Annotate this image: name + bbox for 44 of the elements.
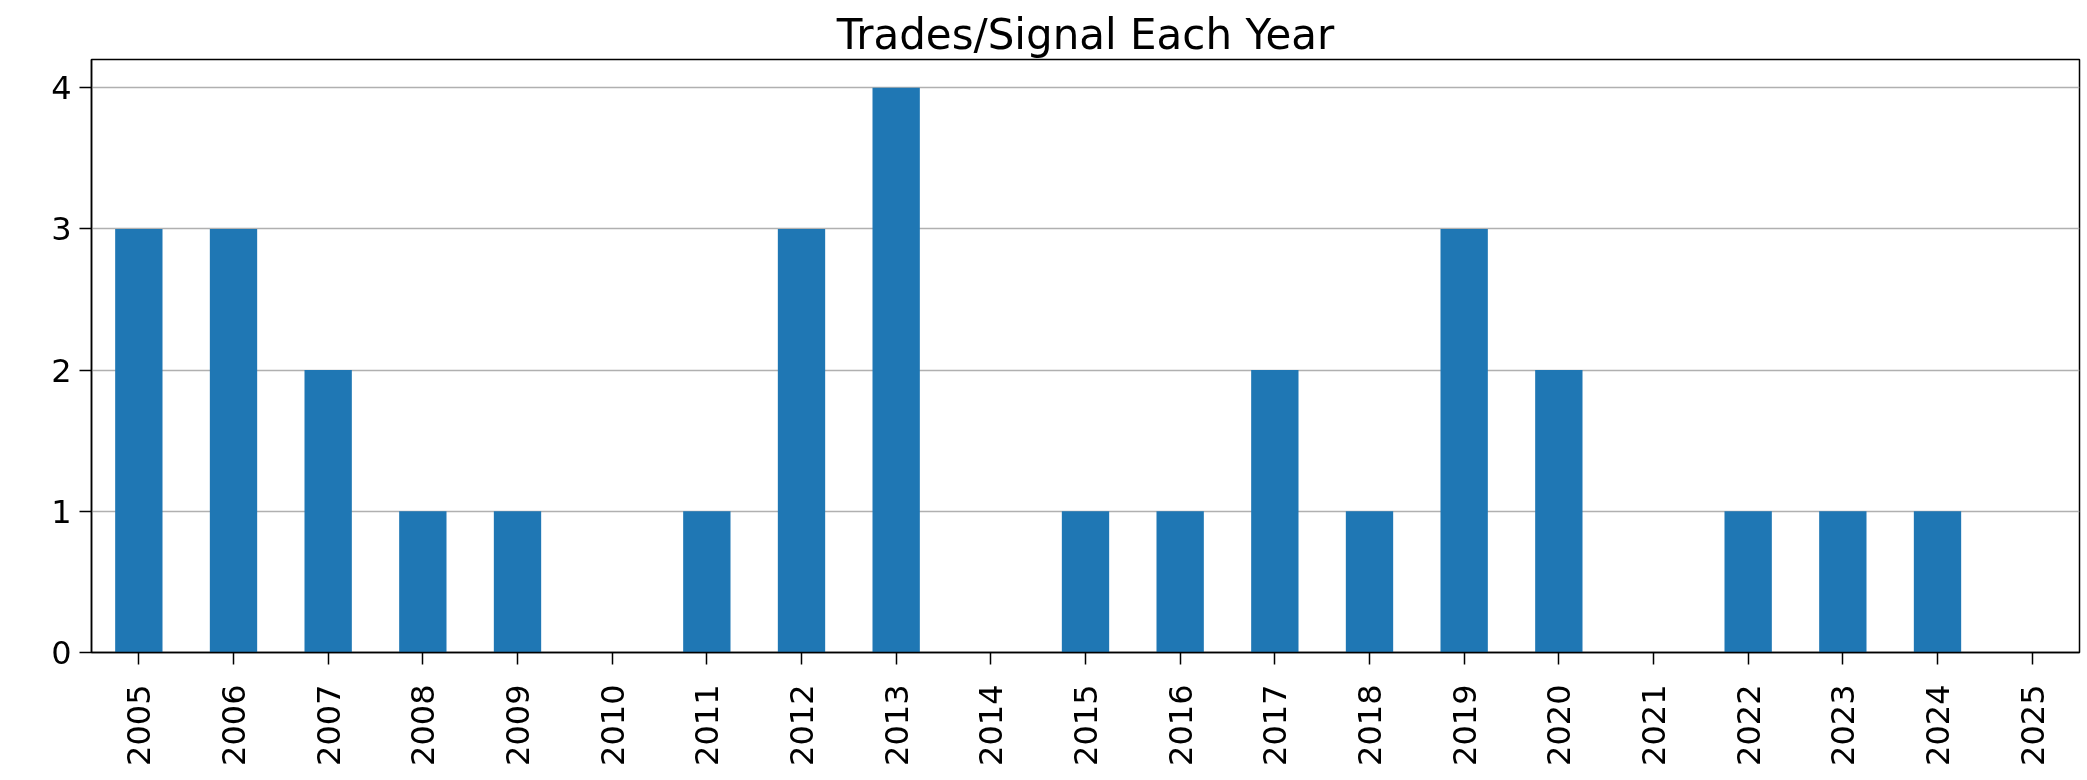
x-tick-label: 2009 xyxy=(499,684,537,766)
x-tick-label: 2012 xyxy=(783,684,821,766)
bar xyxy=(1819,511,1867,653)
x-tick-label: 2007 xyxy=(309,684,348,766)
x-tick-label: 2006 xyxy=(215,684,253,766)
x-tick-label: 2021 xyxy=(1635,684,1673,766)
x-tick-label: 2025 xyxy=(2013,684,2052,766)
x-tick-label: 2018 xyxy=(1351,684,1389,766)
bar xyxy=(1440,228,1488,653)
x-tick-label: 2014 xyxy=(972,684,1011,766)
x-tick-label: 2015 xyxy=(1067,684,1105,766)
x-tick-label: 2016 xyxy=(1161,684,1200,766)
bar xyxy=(1724,511,1772,653)
bar xyxy=(209,228,258,653)
x-tick-label: 2023 xyxy=(1824,684,1863,766)
bar xyxy=(872,87,920,653)
bar xyxy=(777,228,826,653)
x-tick-label: 2022 xyxy=(1729,684,1768,766)
bar xyxy=(1345,511,1394,653)
y-tick-label: 1 xyxy=(51,492,72,531)
x-tick-label: 2008 xyxy=(404,684,443,766)
x-tick-label: 2011 xyxy=(688,684,727,766)
x-tick-label: 2010 xyxy=(593,684,632,766)
bar xyxy=(1535,370,1583,653)
x-tick-label: 2019 xyxy=(1445,684,1484,766)
x-tick-label: 2017 xyxy=(1256,684,1295,766)
y-tick-label: 4 xyxy=(51,69,72,108)
y-tick-label: 0 xyxy=(51,634,72,672)
bar xyxy=(683,511,731,653)
x-tick-label: 2013 xyxy=(877,684,916,766)
bar xyxy=(399,511,447,653)
bar xyxy=(115,228,163,653)
x-tick-label: 2024 xyxy=(1919,684,1957,766)
x-tick-label: 2020 xyxy=(1540,684,1579,766)
bar xyxy=(493,511,542,653)
chart-title: Trades/Signal Each Year xyxy=(835,9,1336,59)
bar xyxy=(304,370,352,653)
y-tick-label: 2 xyxy=(51,351,72,390)
x-tick-label: 2005 xyxy=(120,684,159,766)
bar xyxy=(1061,511,1110,653)
y-tick-label: 3 xyxy=(51,210,72,249)
bar xyxy=(1913,511,1962,653)
bar xyxy=(1156,511,1204,653)
bar xyxy=(1251,370,1299,653)
